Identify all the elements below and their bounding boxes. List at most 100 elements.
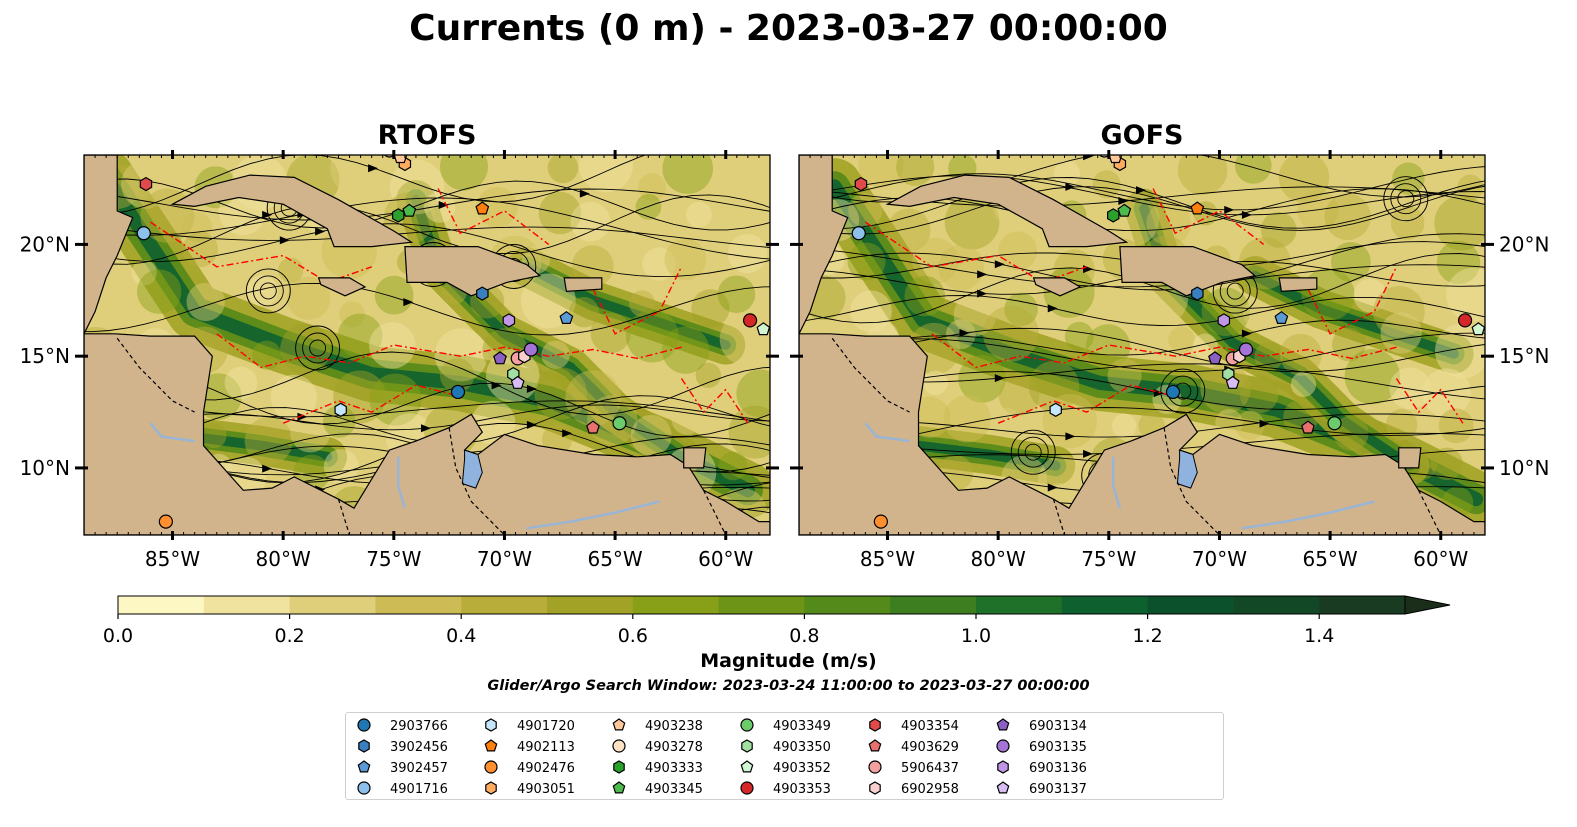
speed-texture: [638, 173, 666, 202]
speed-texture: [1390, 206, 1425, 240]
legend-label: 3902457: [390, 761, 448, 776]
speed-texture: [1434, 195, 1485, 251]
legend-marker: [484, 760, 498, 774]
speed-texture: [570, 201, 611, 242]
legend-marker: [357, 781, 371, 795]
colorbar: 0.0 0.2 0.4 0.6 0.8 1.0 1.2 1.4: [103, 595, 1451, 647]
streamline-arrow: [438, 201, 449, 210]
speed-texture: [568, 297, 600, 328]
speed-texture: [186, 282, 225, 322]
legend-entry: 6903137: [996, 781, 1087, 797]
land: [1032, 277, 1082, 297]
streamline-arrow: [994, 374, 1005, 383]
lon-tick-label: 75°W: [1081, 547, 1136, 571]
river: [1111, 456, 1122, 509]
speed-texture: [958, 355, 1006, 403]
legend-entry: 4903238: [612, 718, 703, 734]
float-marker-4903353: [742, 313, 758, 328]
lon-tick-label: 60°W: [1413, 547, 1468, 571]
legend-label: 4903051: [517, 782, 575, 797]
speed-texture: [280, 323, 331, 375]
legend-entry: 4903349: [740, 718, 831, 734]
speed-texture: [1301, 268, 1355, 322]
colorbar-frame: [117, 595, 1406, 615]
legend-label: 4903278: [645, 740, 703, 755]
legend-label: 4902476: [517, 761, 575, 776]
colorbar-segment: [804, 596, 891, 614]
river: [149, 422, 195, 443]
legend-label: 4902113: [517, 740, 575, 755]
float-marker-4903352: [1471, 322, 1485, 336]
speed-texture: [695, 362, 721, 388]
legend-marker: [869, 718, 881, 732]
streamline: [84, 197, 770, 260]
streamline-arrow: [977, 270, 988, 279]
speed-texture: [1333, 415, 1369, 451]
colorbar-segment: [118, 596, 205, 614]
float-marker-4903345: [402, 203, 417, 217]
legend-label: 6903135: [1029, 740, 1087, 755]
streamline-arrow: [1153, 389, 1164, 398]
speed-texture: [1151, 173, 1182, 204]
legend-entry: 4901716: [357, 781, 448, 797]
speed-texture: [727, 234, 768, 274]
streamline-arrow: [977, 289, 988, 298]
legend-marker: [868, 760, 882, 774]
float-legend: 2903766 3902456 3902457 4901716 4901720 49021…: [345, 712, 1224, 800]
legend-marker: [740, 760, 754, 773]
float-marker-4902113: [475, 201, 490, 215]
country-border: [703, 490, 727, 535]
speed-texture: [736, 369, 770, 418]
float-marker-3902456: [476, 286, 489, 301]
float-marker-4903629: [586, 420, 600, 434]
speed-texture: [858, 155, 904, 188]
speed-texture: [1168, 326, 1195, 354]
speed-texture: [1324, 193, 1371, 240]
lon-tick-label: 75°W: [366, 547, 421, 571]
streamline: [84, 194, 770, 265]
legend-entry: 5906437: [868, 760, 959, 776]
speed-texture: [322, 405, 356, 438]
float-marker-4903629: [1301, 420, 1315, 434]
river: [864, 422, 910, 443]
speed-texture: [1146, 201, 1191, 246]
colorbar-segment: [632, 596, 720, 614]
legend-label: 4903354: [901, 719, 959, 734]
speed-texture: [1297, 189, 1339, 232]
float-marker-4903352: [756, 322, 770, 336]
speed-texture: [1446, 268, 1485, 322]
legend-entries: 2903766 3902456 3902457 4901716 4901720 49021…: [357, 718, 1087, 797]
legend-label: 4903629: [901, 740, 959, 755]
colorbar-extend-arrow: [1404, 595, 1451, 615]
float-marker-3902456: [1191, 286, 1204, 301]
legend-label: 6903136: [1029, 761, 1087, 776]
speed-texture: [943, 395, 991, 443]
speed-texture: [1457, 174, 1484, 201]
river: [396, 456, 407, 509]
speed-texture: [1332, 327, 1366, 362]
speed-texture: [1235, 155, 1272, 184]
streamline-arrow: [562, 429, 573, 438]
legend-marker: [612, 718, 626, 731]
lon-tick-label: 60°W: [698, 547, 753, 571]
float-marker-4901720: [1049, 402, 1062, 417]
streamline-arrow: [297, 412, 308, 421]
speed-texture: [728, 405, 770, 459]
speed-texture: [994, 407, 1019, 432]
streamline: [84, 283, 770, 336]
legend-label: 6903137: [1029, 782, 1087, 797]
speed-texture: [983, 305, 1039, 362]
colorbar-segment: [1233, 596, 1320, 614]
float-marker-6903134: [493, 351, 507, 365]
colorbar-tick-label: 0.2: [274, 625, 304, 647]
colorbar-tick-label: 1.4: [1304, 625, 1334, 647]
colorbar-segment: [1319, 596, 1406, 614]
legend-label: 3902456: [390, 740, 448, 755]
legend-label: 4903333: [645, 761, 703, 776]
float-marker-3902457: [1274, 310, 1289, 324]
speed-texture: [471, 400, 516, 445]
legend-marker: [612, 781, 626, 794]
legend-entry: 6903134: [996, 718, 1087, 734]
lon-tick-label: 80°W: [256, 547, 311, 571]
